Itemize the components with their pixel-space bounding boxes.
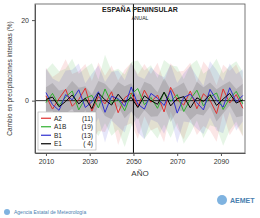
series-line bbox=[46, 87, 243, 113]
x-tick-label: 2090 bbox=[214, 158, 230, 165]
legend-count: (19) bbox=[81, 123, 93, 131]
y-tick-mark bbox=[32, 20, 35, 21]
x-tick: 2090 bbox=[214, 153, 230, 165]
marks bbox=[35, 4, 245, 153]
x-tick-mark bbox=[133, 153, 134, 156]
plot-background bbox=[35, 4, 245, 153]
y-tick: 0 bbox=[25, 97, 35, 104]
series-line bbox=[46, 92, 243, 109]
legend-count: ( 4) bbox=[83, 140, 93, 148]
series-line bbox=[46, 87, 243, 113]
legend-box bbox=[38, 112, 96, 150]
x-tick: 2070 bbox=[170, 153, 186, 165]
reference-line bbox=[133, 4, 134, 153]
legend-count: (11) bbox=[82, 115, 93, 123]
x-tick-mark bbox=[221, 153, 222, 156]
x-tick-mark bbox=[46, 153, 47, 156]
logo-mark bbox=[217, 195, 227, 205]
x-axis-line bbox=[36, 153, 246, 154]
x-tick-label: 2010 bbox=[39, 158, 55, 165]
legend-swatch bbox=[41, 118, 51, 119]
x-tick-label: 2050 bbox=[126, 158, 142, 165]
x-tick: 2010 bbox=[39, 153, 55, 165]
y-tick-mark bbox=[32, 101, 35, 102]
x-tick: 2030 bbox=[82, 153, 98, 165]
chart: 2010 2030 2050 2070 2090 0 20 ESPAÑA PENINSULAR… bbox=[0, 0, 260, 218]
source: Agencia Estatal de Meteorología bbox=[14, 209, 86, 215]
legend-label: B1 bbox=[54, 132, 62, 139]
legend-swatch bbox=[41, 135, 51, 136]
legend-item: B1 (13) bbox=[41, 132, 93, 140]
y-tick-label: 20 bbox=[21, 17, 29, 24]
legend-item: A1B (19) bbox=[41, 123, 93, 131]
legend-swatch bbox=[41, 143, 51, 144]
source-mark bbox=[4, 209, 10, 215]
logo-text: AEMET bbox=[230, 197, 255, 204]
x-tick-label: 2030 bbox=[82, 158, 98, 165]
legend-item: A2 (11) bbox=[41, 115, 93, 123]
x-tick-label: 2070 bbox=[170, 158, 186, 165]
x-tick-mark bbox=[177, 153, 178, 156]
x-axis: 2010 2030 2050 2070 2090 bbox=[36, 153, 246, 165]
legend-count: (13) bbox=[81, 132, 93, 140]
legend-label: A2 bbox=[54, 115, 62, 122]
y-tick-label: 0 bbox=[25, 97, 29, 104]
plot-frame bbox=[35, 4, 245, 153]
x-tick-mark bbox=[90, 153, 91, 156]
x-axis-title: AÑO bbox=[131, 169, 148, 178]
legend: A2 (11) A1B (19) B1 (13) E1 ( 4) bbox=[38, 112, 96, 150]
y-axis: 0 20 bbox=[21, 5, 35, 154]
y-axis-line bbox=[35, 5, 36, 154]
subtitle: ANUAL bbox=[132, 15, 149, 21]
y-tick: 20 bbox=[21, 17, 35, 24]
title: ESPAÑA PENINSULAR bbox=[102, 5, 178, 13]
legend-swatch bbox=[41, 126, 51, 127]
y-axis-title: Cambio en precipitaciones intensas (%) bbox=[6, 21, 14, 136]
legend-label: E1 bbox=[54, 140, 62, 147]
logo: AEMET bbox=[4, 195, 255, 215]
legend-label: A1B bbox=[54, 123, 66, 130]
legend-item: E1 ( 4) bbox=[41, 140, 93, 148]
x-tick: 2050 bbox=[126, 153, 142, 165]
